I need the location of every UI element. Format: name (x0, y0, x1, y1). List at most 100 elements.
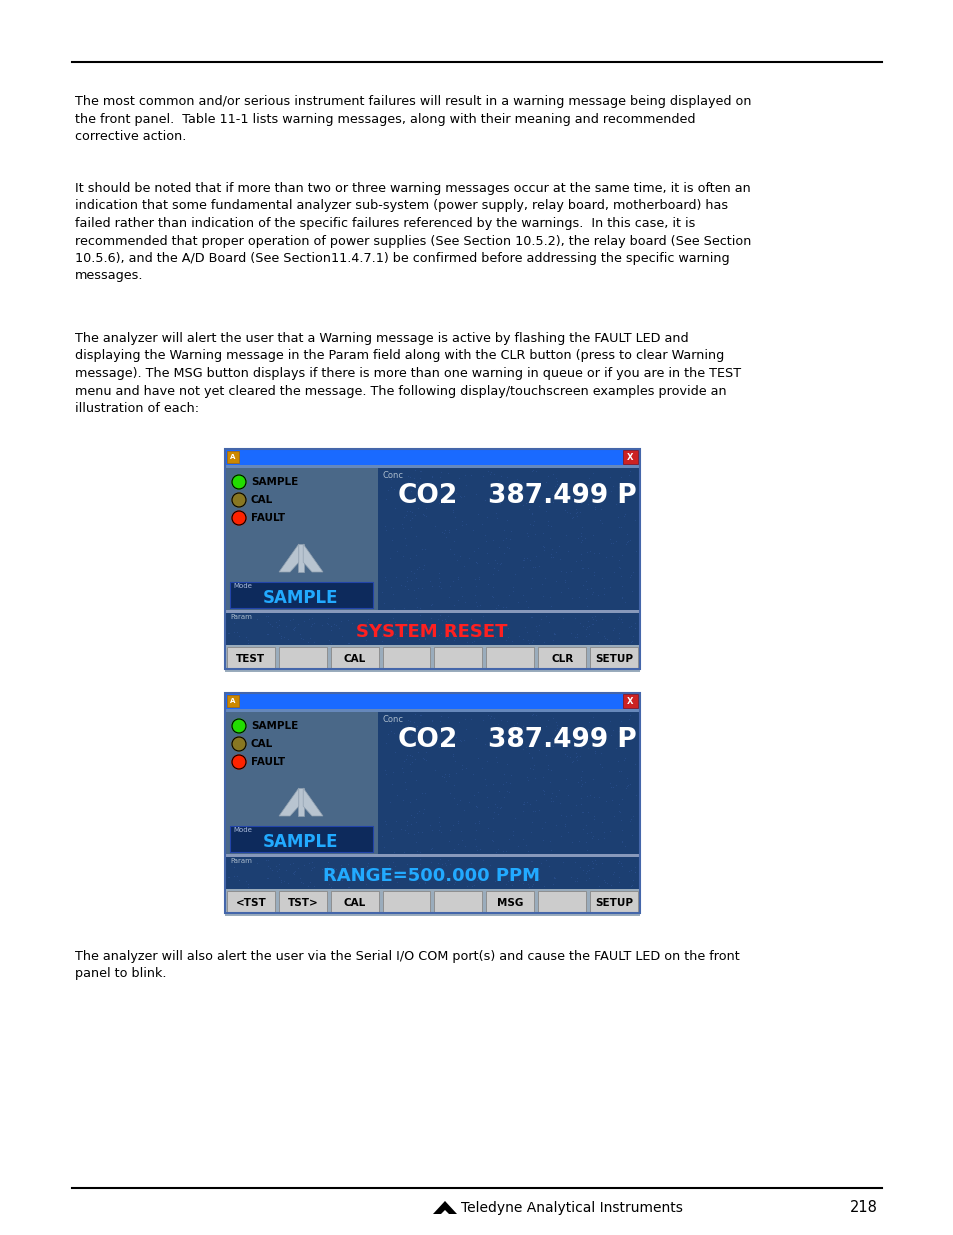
Point (510, 482, 525, 501)
Point (569, 746, 584, 766)
Point (610, 609, 625, 629)
Point (375, 593, 391, 613)
Point (502, 521, 517, 541)
Point (578, 815, 593, 835)
Point (573, 788, 588, 808)
Point (606, 618, 621, 637)
Point (611, 477, 626, 496)
Point (589, 867, 604, 887)
Point (406, 808, 421, 827)
Point (604, 720, 619, 740)
Point (553, 583, 568, 603)
Point (301, 852, 316, 872)
Point (603, 546, 618, 566)
Point (433, 706, 448, 726)
Point (375, 837, 391, 857)
Point (400, 824, 416, 844)
Point (613, 831, 628, 851)
Point (524, 462, 539, 482)
Text: Mode: Mode (233, 583, 252, 589)
Point (548, 815, 563, 835)
Point (545, 630, 560, 650)
Point (485, 587, 500, 606)
Point (594, 757, 609, 777)
Point (517, 590, 533, 610)
Point (293, 624, 308, 643)
Point (304, 614, 319, 634)
Point (596, 827, 611, 847)
Point (521, 514, 537, 534)
Point (601, 773, 617, 793)
Point (596, 871, 611, 890)
Point (616, 750, 631, 769)
Point (351, 619, 366, 638)
Point (572, 487, 587, 506)
Point (421, 732, 436, 752)
Point (334, 611, 349, 631)
Point (586, 498, 601, 517)
Point (574, 483, 589, 503)
Point (424, 577, 439, 597)
Point (408, 485, 423, 505)
Point (515, 724, 530, 743)
Point (610, 493, 625, 513)
Point (416, 748, 432, 768)
Point (249, 853, 264, 873)
Point (573, 776, 588, 795)
Circle shape (232, 737, 246, 751)
Point (557, 571, 572, 590)
Point (469, 597, 484, 616)
Point (383, 615, 398, 635)
Point (542, 527, 558, 547)
Point (359, 861, 375, 881)
Point (520, 631, 536, 651)
Point (445, 572, 460, 592)
Point (621, 567, 637, 587)
Point (567, 794, 582, 814)
Point (323, 634, 338, 653)
Point (452, 867, 467, 887)
Point (584, 826, 599, 846)
Point (409, 598, 424, 618)
Point (441, 538, 456, 558)
Point (519, 771, 535, 790)
Point (493, 798, 508, 818)
Point (539, 511, 555, 531)
Point (489, 752, 504, 772)
Bar (622, 694, 638, 708)
Point (557, 500, 572, 520)
Point (497, 726, 512, 746)
Point (593, 727, 608, 747)
Point (475, 710, 490, 730)
Point (523, 851, 538, 871)
Point (451, 711, 466, 731)
Point (417, 873, 433, 893)
Point (444, 746, 459, 766)
Point (623, 861, 639, 881)
Point (319, 852, 335, 872)
Point (506, 474, 521, 494)
Point (536, 781, 551, 800)
Point (584, 851, 599, 871)
Point (577, 772, 592, 792)
Point (453, 577, 468, 597)
Point (601, 578, 617, 598)
Point (585, 488, 600, 508)
Text: The analyzer will also alert the user via the Serial I/O COM port(s) and cause t: The analyzer will also alert the user vi… (75, 950, 739, 981)
Point (493, 466, 508, 485)
Point (578, 579, 594, 599)
Point (457, 836, 473, 856)
Point (488, 842, 503, 862)
Point (516, 792, 531, 811)
Point (224, 608, 239, 627)
Bar (225, 713, 377, 853)
Point (280, 629, 295, 648)
Point (446, 625, 461, 645)
Text: CO2: CO2 (397, 483, 457, 509)
Point (543, 727, 558, 747)
Point (582, 821, 598, 841)
Point (527, 705, 542, 725)
Point (470, 864, 485, 884)
Point (303, 861, 318, 881)
Point (422, 571, 437, 590)
